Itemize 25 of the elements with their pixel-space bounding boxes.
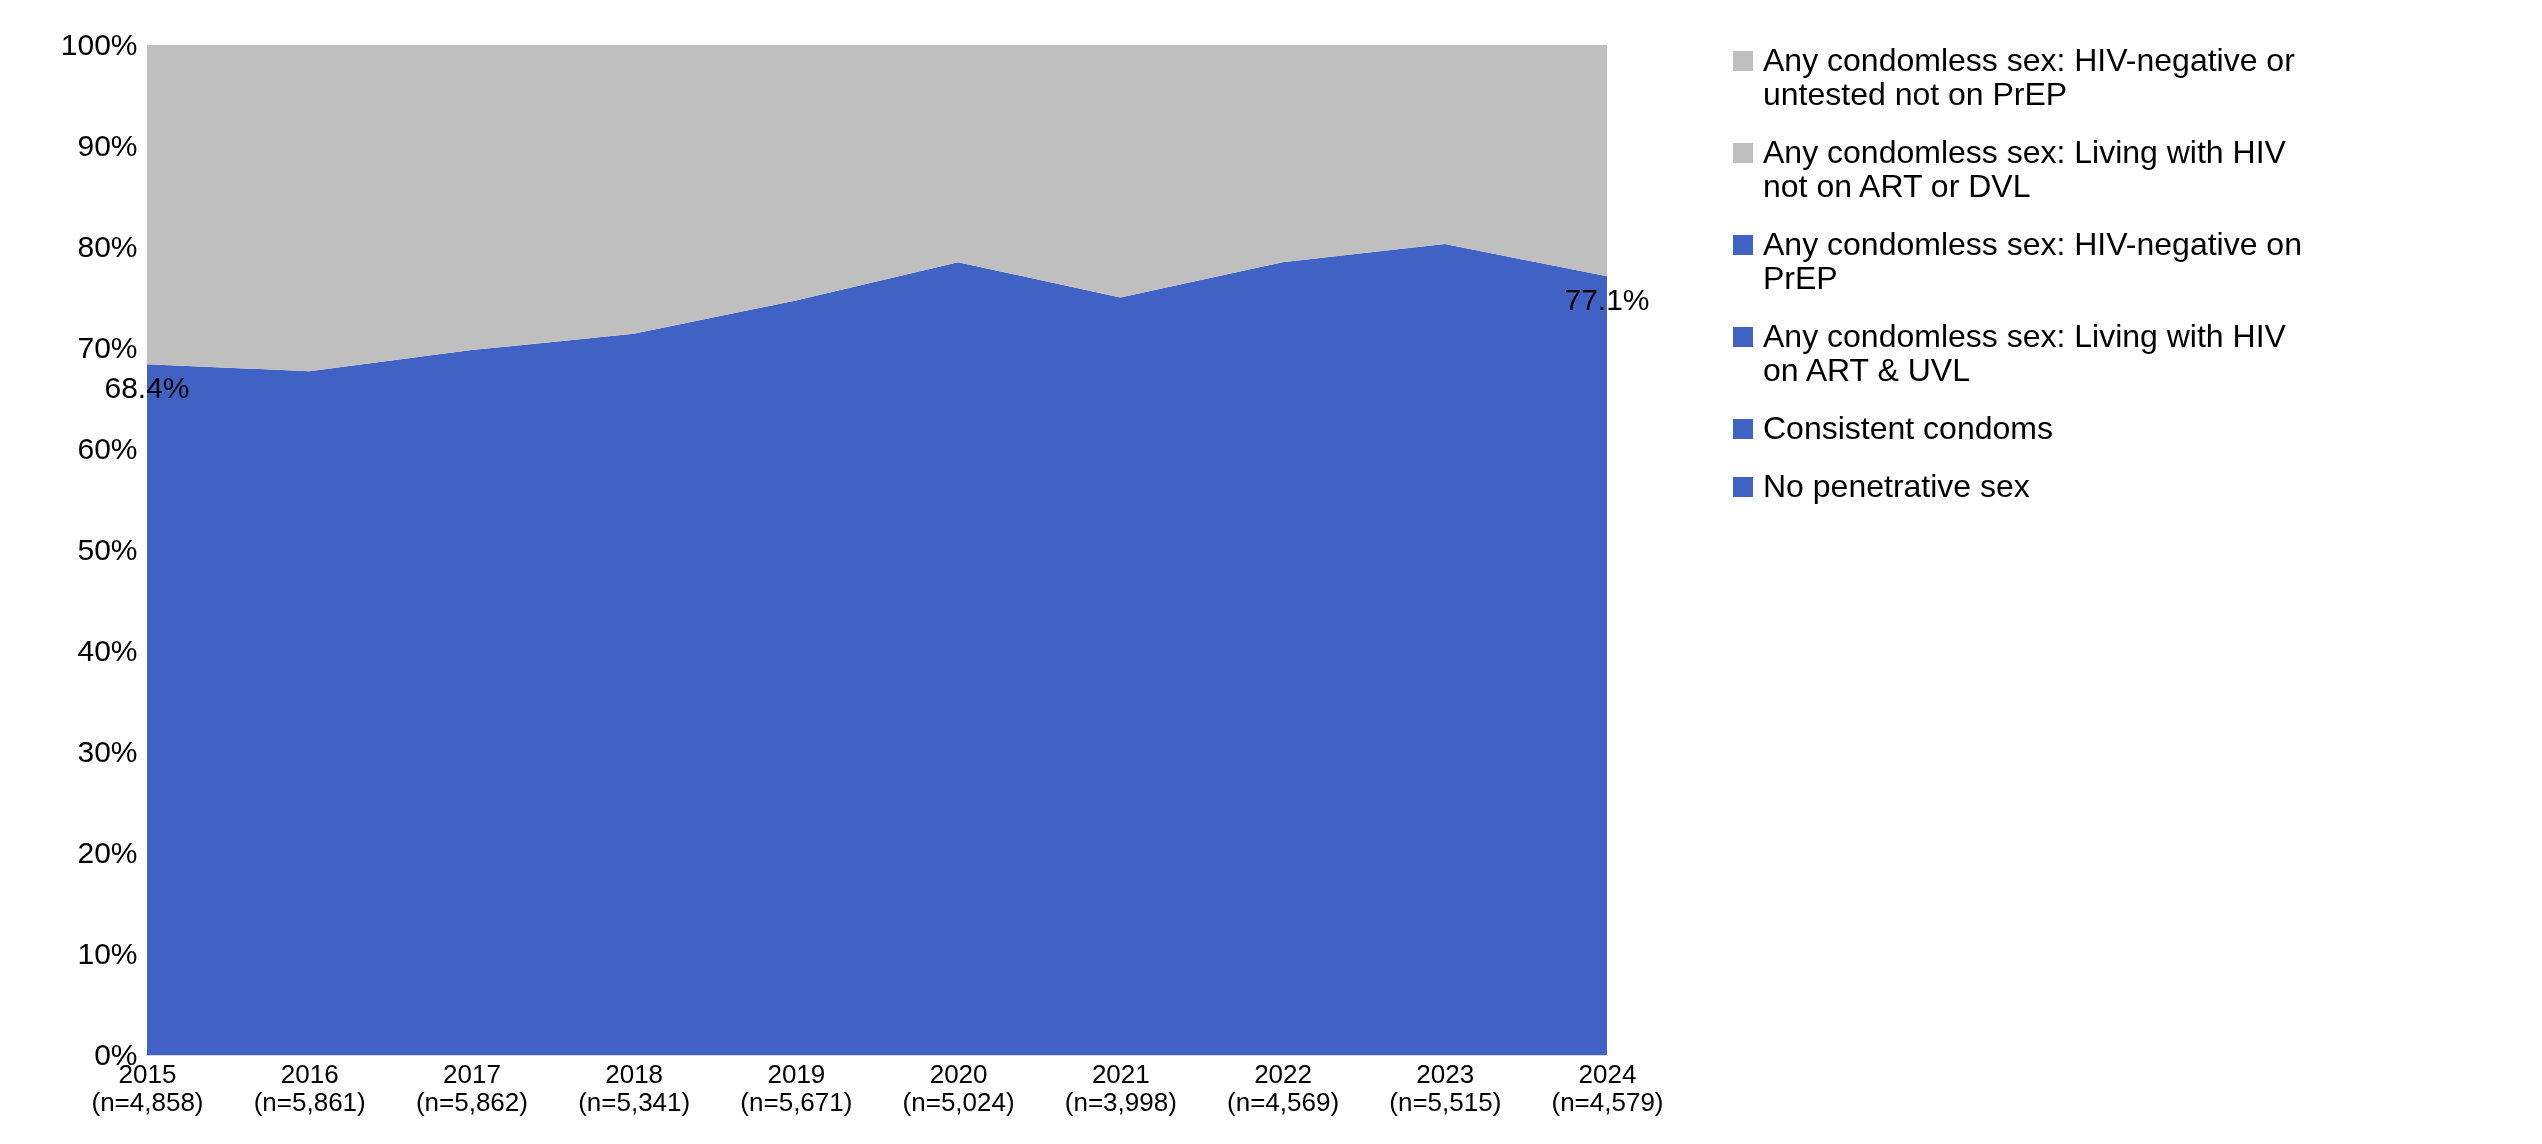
x-tick-label: 2018 (n=5,341): [578, 1058, 691, 1117]
x-tick-label: 2022 (n=4,569): [1227, 1058, 1340, 1117]
y-tick-label: 20%: [77, 835, 138, 869]
y-tick-label: 80%: [77, 229, 138, 263]
y-tick-label: 90%: [77, 128, 138, 162]
y-tick-label: 10%: [77, 936, 138, 970]
legend-label: Any condomless sex: HIV-negative or untested not on PrEP: [1763, 42, 2296, 112]
x-tick-label: 2020 (n=5,024): [902, 1058, 1015, 1117]
y-tick-label: 60%: [77, 431, 138, 465]
legend-label: No penetrative sex: [1763, 468, 2030, 504]
legend-label: Any condomless sex: Living with HIV on ART & UVL: [1763, 318, 2287, 388]
legend-label: Any condomless sex: HIV-negative on PrEP: [1763, 226, 2302, 296]
legend-label: Any condomless sex: Living with HIV not on ART or DVL: [1763, 134, 2287, 204]
x-tick-label: 2017 (n=5,862): [415, 1058, 528, 1117]
x-tick-label: 2021 (n=3,998): [1064, 1058, 1177, 1117]
x-tick-label: 2024 (n=4,579): [1551, 1058, 1664, 1117]
y-tick-label: 40%: [77, 633, 138, 667]
x-tick-label: 2016 (n=5,861): [253, 1058, 366, 1117]
y-tick-label: 70%: [77, 330, 138, 364]
x-tick-label: 2019 (n=5,671): [740, 1058, 853, 1117]
y-tick-label: 50%: [77, 532, 138, 566]
y-tick-label: 30%: [77, 734, 138, 768]
y-tick-label: 100%: [60, 27, 138, 61]
x-tick-label: 2023 (n=5,515): [1389, 1058, 1502, 1117]
legend-label: Consistent condoms: [1763, 410, 2053, 446]
